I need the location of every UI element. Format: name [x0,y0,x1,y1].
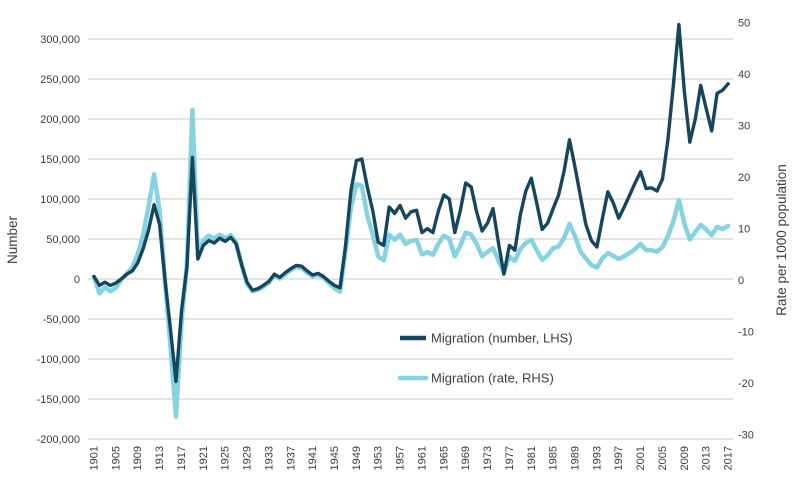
x-axis-tick-label: 1989 [570,446,582,470]
y-right-tick-label: 0 [738,275,744,287]
x-axis-tick-label: 1925 [220,446,232,470]
migration-rate-line [91,107,731,419]
y-left-tick-label: -150,000 [37,394,80,406]
legend-number-label: Migration (number, LHS) [431,331,573,346]
x-axis-tick-label: 1949 [351,446,363,470]
x-axis-tick-label: 1973 [482,446,494,470]
legend: Migration (number, LHS) Migration (rate,… [397,331,573,386]
y-right-tick-label: 30 [738,121,750,133]
x-axis-tick-label: 1929 [242,446,254,470]
x-axis-tick-label: 1969 [460,446,472,470]
x-axis-tick-label: 1977 [504,446,516,470]
x-axis-tick-label: 1917 [176,446,188,470]
x-axis-tick-label: 1909 [132,446,144,470]
y-left-tick-label: 150,000 [40,154,80,166]
y-left-axis-title: Number [5,215,20,264]
x-axis-tick-label: 1981 [526,446,538,470]
y-left-tick-label: -50,000 [43,314,80,326]
y-right-axis-title: Rate per 1000 population [774,164,789,316]
y-left-tick-label: -200,000 [37,434,80,446]
y-left-tick-label: 100,000 [40,194,80,206]
y-right-tick-label: -30 [738,430,754,442]
legend-rate-label: Migration (rate, RHS) [431,371,554,386]
x-axis-tick-label: 1945 [329,446,341,470]
x-axis-tick-label: 2013 [701,446,713,470]
y-right-tick-label: -10 [738,327,754,339]
y-left-tick-label: -100,000 [37,354,80,366]
x-axis-tick-label: 2009 [679,446,691,470]
x-axis-tick-label: 2005 [657,446,669,470]
y-left-tick-label: 50,000 [46,234,80,246]
x-axis-tick-label: 1941 [307,446,319,470]
y-right-tick-label: -20 [738,378,754,390]
x-axis-tick-label: 1937 [285,446,297,470]
x-axis-tick-label: 1913 [154,446,166,470]
y-left-tick-label: 300,000 [40,34,80,46]
y-left-tick-label: 0 [74,274,80,286]
x-axis-tick-label: 2017 [723,446,735,470]
y-right-tick-label: 10 [738,224,750,236]
x-axis-tick-label: 1957 [395,446,407,470]
x-axis-tick-label: 1993 [591,446,603,470]
y-right-tick-label: 20 [738,172,750,184]
x-axis-tick-label: 1965 [438,446,450,470]
x-axis-tick-label: 1921 [198,446,210,470]
x-axis-tick-label: 1901 [89,446,101,470]
y-right-tick-label: 40 [738,69,750,81]
x-axis-tick-label: 1997 [613,446,625,470]
x-axis-tick-label: 1961 [416,446,428,470]
y-left-tick-label: 250,000 [40,74,80,86]
y-left-tick-label: 200,000 [40,114,80,126]
series-lines [91,22,731,419]
y-right-tick-label: 50 [738,18,750,30]
x-axis-tick-label: 1905 [110,446,122,470]
x-axis-tick-label: 2001 [635,446,647,470]
x-axis-tick-label: 1985 [548,446,560,470]
migration-number-line [92,22,730,384]
axis-tick-labels: 300,000 250,000 200,000 150,000 100,000 50,00… [37,18,754,471]
x-axis-tick-label: 1953 [373,446,385,470]
x-axis-tick-label: 1933 [263,446,275,470]
